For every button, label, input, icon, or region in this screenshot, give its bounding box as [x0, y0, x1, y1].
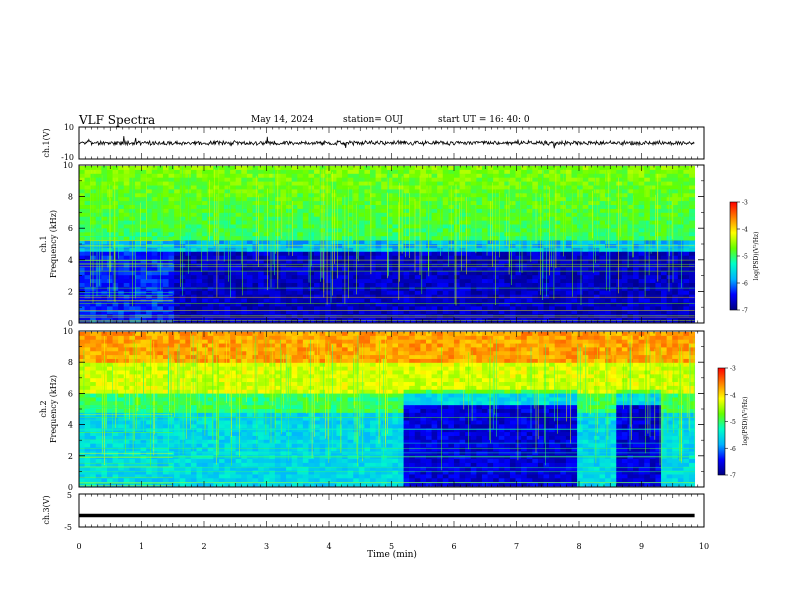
ytick-label: 2 — [68, 287, 73, 296]
ch1-ylabel: ch.1(V) — [42, 128, 51, 157]
ch2-spec-ylabel-b: Frequency (kHz) — [49, 375, 58, 443]
ytick-label: 4 — [68, 256, 73, 265]
ch2-spectrogram-panel: ch.2 Frequency (kHz) 0 2 4 6 8 10 — [39, 327, 705, 492]
ch3-ytick-bottom: -5 — [64, 523, 72, 532]
colorbar-tick-label: -4 — [742, 227, 748, 234]
xtick-label: 0 — [76, 542, 81, 551]
colorbar-tick-label: -3 — [742, 200, 748, 207]
ytick-label: 8 — [68, 193, 73, 202]
ch1-spectrogram-image — [79, 166, 696, 323]
xtick-label: 2 — [201, 542, 206, 551]
colorbar-tick-label: -5 — [742, 254, 748, 261]
xtick-label: 9 — [639, 542, 644, 551]
colorbar-tick-label: -4 — [730, 392, 736, 399]
ch1-colorbar: -3 -4 -5 -6 -7 log(PSD)(V²/Hz) — [729, 200, 760, 315]
ch2-spec-ylabel-a: ch.2 — [39, 400, 48, 417]
ch1-colorbar-gradient — [729, 201, 738, 311]
ytick-label: 6 — [68, 224, 73, 233]
date-label: May 14, 2024 — [251, 115, 314, 125]
ytick-label: 10 — [63, 327, 73, 336]
time-axis: 0 1 2 3 4 5 6 7 8 9 10 — [76, 127, 709, 551]
ch2-spectrogram-image — [79, 332, 696, 487]
ch2-colorbar-gradient — [717, 367, 726, 476]
colorbar-tick-label: -6 — [742, 281, 748, 288]
xtick-label: 4 — [326, 542, 331, 551]
colorbar-tick-label: -6 — [730, 446, 736, 453]
ytick-label: 4 — [68, 421, 73, 430]
xtick-label: 8 — [576, 542, 581, 551]
ch3-ylabel: ch.3(V) — [42, 495, 51, 524]
ytick-label: 0 — [68, 483, 73, 492]
station-label: station= OUJ — [343, 115, 404, 125]
ch2-colorbar: -3 -4 -5 -6 -7 log(PSD)(V²/Hz) — [717, 366, 749, 480]
xtick-label: 7 — [514, 542, 519, 551]
xtick-label: 5 — [389, 542, 394, 551]
ch1-spec-ylabel-b: Frequency (kHz) — [49, 210, 58, 278]
ytick-label: 6 — [68, 389, 73, 398]
ch1-waveform-line — [79, 136, 695, 149]
ch1-ytick-top: 10 — [64, 123, 74, 132]
xtick-label: 6 — [451, 542, 456, 551]
ch1-ytick-bottom: -10 — [61, 153, 74, 162]
colorbar-tick-label: -7 — [742, 308, 748, 315]
figure-title: VLF Spectra — [79, 113, 156, 127]
ch1-spec-ylabel-a: ch.1 — [39, 235, 48, 252]
colorbar-tick-label: -5 — [730, 419, 736, 426]
colorbar-tick-label: -3 — [730, 366, 736, 373]
colorbar-tick-label: -7 — [730, 473, 736, 480]
start-time-label: start UT = 16: 40: 0 — [438, 115, 530, 125]
ytick-label: 10 — [63, 161, 73, 170]
ch1-colorbar-label: log(PSD)(V²/Hz) — [753, 232, 760, 281]
xtick-label: 1 — [139, 542, 144, 551]
time-axis-label: Time (min) — [367, 549, 417, 560]
ytick-label: 2 — [68, 452, 73, 461]
ytick-label: 0 — [68, 319, 73, 328]
xtick-label: 10 — [699, 542, 709, 551]
ch1-spectrogram-panel: ch.1 Frequency (kHz) 0 2 4 6 8 10 — [39, 161, 705, 328]
xtick-label: 3 — [264, 542, 269, 551]
ytick-label: 8 — [68, 358, 73, 367]
ch2-colorbar-label: log(PSD)(V²/Hz) — [742, 397, 749, 446]
ch3-ytick-top: 5 — [67, 491, 72, 500]
